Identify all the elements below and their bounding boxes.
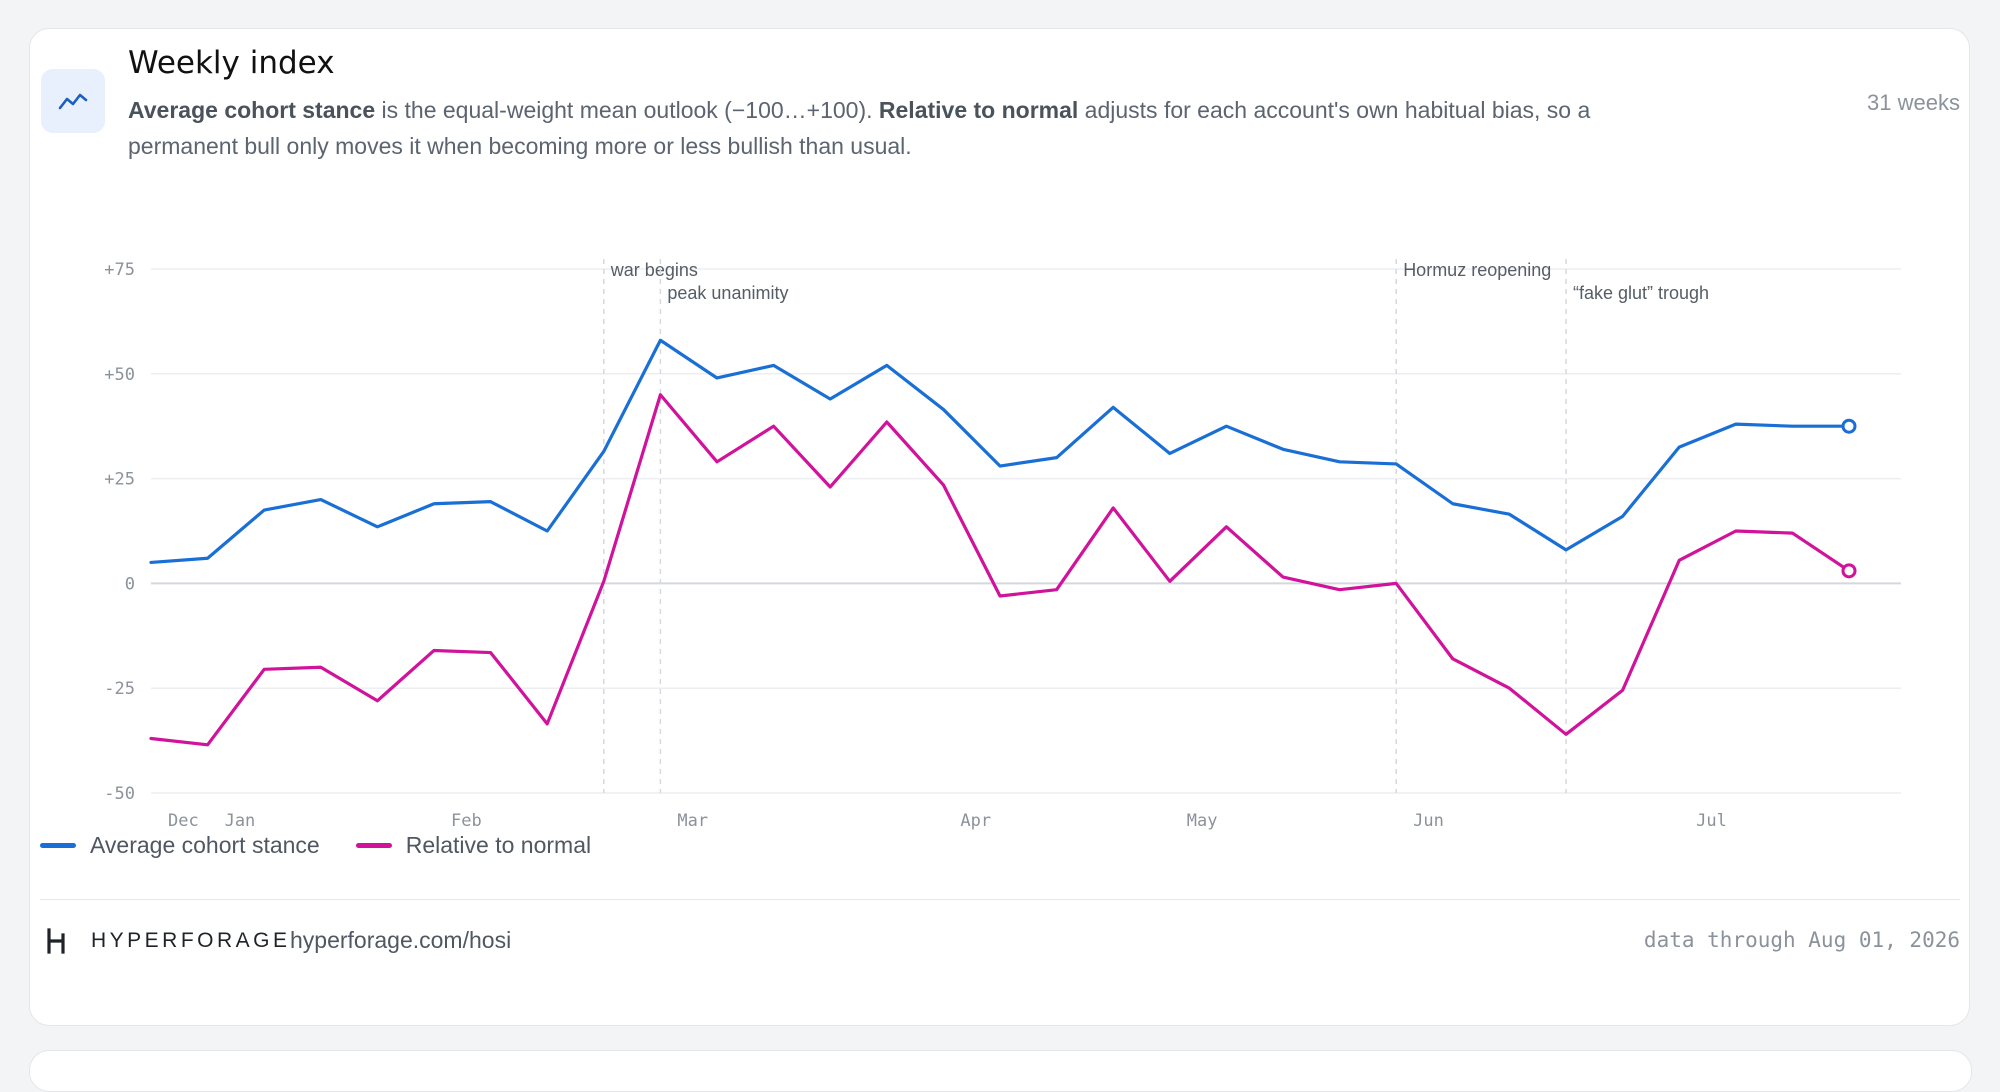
legend-label-average: Average cohort stance [90, 832, 320, 858]
brand-url[interactable]: hyperforage.com/hosi [290, 927, 512, 953]
card-description: Average cohort stance is the equal-weigh… [128, 92, 1688, 164]
y-tick-label: -25 [104, 679, 135, 699]
legend-item-average: Average cohort stance [40, 832, 320, 859]
legend-swatch-average [40, 843, 76, 848]
x-tick-label: Mar [677, 811, 708, 831]
brand-name: HYPERFORAGE [91, 929, 291, 952]
series-end-marker [1841, 563, 1857, 579]
series-end-marker [1841, 418, 1857, 434]
annotation-label: Hormuz reopening [1403, 260, 1551, 280]
desc-text-1: is the equal-weight mean outlook (−100…+… [375, 97, 879, 123]
series-line-relative [149, 393, 1851, 747]
hyperforage-logo-icon [47, 928, 65, 954]
card-title: Weekly index [128, 45, 335, 81]
x-tick-label: Jul [1696, 811, 1727, 831]
series-line-average [149, 338, 1851, 565]
x-tick-label: Feb [451, 811, 482, 831]
next-card [29, 1050, 1972, 1092]
x-tick-label: Jun [1413, 811, 1444, 831]
x-tick-label: Jan [225, 811, 256, 831]
y-tick-label: 0 [125, 574, 135, 594]
legend-item-relative: Relative to normal [355, 832, 592, 859]
y-tick-label: -50 [104, 784, 135, 804]
legend-swatch-relative [355, 843, 392, 848]
legend-label-relative: Relative to normal [405, 832, 592, 858]
x-tick-label: May [1187, 811, 1218, 831]
annotation-label: war begins [610, 260, 698, 280]
weeks-count: 31 weeks [1867, 90, 1960, 115]
chart-legend: Average cohort stance Relative to normal [40, 832, 591, 859]
desc-text-2: adjusts for each account's own habitual … [128, 97, 1591, 159]
y-tick-label: +75 [104, 260, 135, 280]
annotation-label: peak unanimity [667, 283, 788, 303]
data-through-date: data through Aug 01, 2026 [1643, 928, 1960, 952]
desc-term-average: Average cohort stance [128, 97, 376, 123]
footer-divider [40, 899, 1960, 900]
annotation-label: “fake glut” trough [1573, 283, 1709, 303]
y-tick-label: +25 [104, 470, 135, 490]
x-tick-label: Apr [960, 811, 991, 831]
trend-line-icon [41, 69, 105, 133]
desc-term-relative: Relative to normal [878, 97, 1079, 123]
weekly-index-chart: +75 +50 +25 0 -25 -50 Dec Jan Feb Mar Apr May Jun Jul… [104, 259, 1901, 831]
y-tick-label: +50 [104, 365, 135, 385]
weekly-index-card [29, 28, 1970, 1026]
x-tick-label: Dec [168, 811, 199, 831]
